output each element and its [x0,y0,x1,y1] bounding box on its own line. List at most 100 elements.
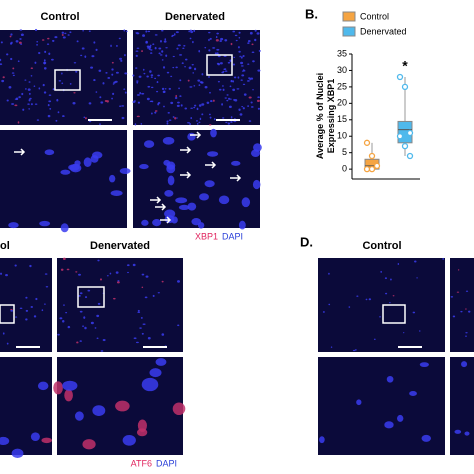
nucleus [385,292,388,295]
nucleus [11,41,13,44]
nucleus [29,97,32,100]
nucleus [238,108,241,111]
nucleus [97,302,101,305]
nucleus [161,59,164,61]
nucleus [97,259,100,262]
label: Control [40,11,79,23]
nucleus [216,32,220,35]
nucleus [230,80,233,83]
nucleus [29,264,32,268]
nucleus [226,99,229,102]
nucleus [172,66,175,69]
nucleus [204,46,207,49]
nucleus [220,37,224,41]
nucleus [409,390,417,396]
nucleus [44,50,47,54]
nucleus [194,104,197,107]
nucleus [25,296,28,299]
nucleus [238,31,241,34]
nucleus [78,273,81,276]
micrograph [318,258,445,352]
nucleus [226,94,229,96]
nucleus [44,303,46,305]
nucleus [38,87,41,90]
nucleus [172,55,175,58]
nucleus [0,272,3,275]
nucleus [209,116,212,119]
nucleus [27,103,30,105]
nucleus [221,103,224,106]
nucleus [150,100,153,102]
nucleus [256,32,260,35]
nucleus [218,88,222,91]
nucleus [82,439,96,450]
nucleus [227,97,231,100]
nucleus [158,47,162,50]
label: Control [362,240,401,252]
nucleus [124,72,128,75]
nucleus [99,96,102,99]
y-tick-label: 25 [337,81,347,91]
nucleus [397,262,400,265]
nucleus [0,41,3,44]
nucleus [99,123,101,126]
nucleus [88,102,92,105]
nucleus [319,436,325,444]
nucleus [166,122,169,125]
nucleus [175,66,178,69]
point [401,83,409,91]
nucleus [48,52,51,55]
nucleus [249,78,251,81]
nucleus [250,101,253,104]
nucleus [379,315,381,318]
nucleus [121,105,125,107]
nucleus [249,31,253,35]
nucleus [176,117,178,119]
nucleus [164,190,174,197]
nucleus [43,91,47,94]
nucleus [47,103,50,107]
nucleus [173,33,176,36]
nucleus [12,67,15,70]
nucleus [69,31,72,34]
nucleus [207,151,219,157]
point [363,165,371,173]
nucleus [132,74,135,77]
nucleus [136,428,148,437]
nucleus [247,105,249,108]
nucleus [182,47,185,50]
nucleus [154,111,157,114]
nucleus [204,180,215,188]
nucleus [152,219,162,227]
nucleus [167,112,170,114]
nucleus [171,34,175,37]
nucleus [161,87,165,91]
nucleus [250,77,254,80]
nucleus [177,44,181,47]
nucleus [95,48,98,51]
nucleus [216,48,220,51]
point [396,73,404,81]
nucleus [241,197,251,208]
nucleus [38,52,41,55]
nucleus [62,380,78,391]
inset-box [0,304,15,324]
nucleus [166,71,170,74]
nucleus [199,117,202,121]
nucleus [176,104,180,108]
nucleus [179,95,182,98]
nucleus [231,160,241,166]
nucleus [10,57,13,61]
nucleus [419,362,429,368]
nucleus [145,40,148,43]
nucleus [33,85,36,87]
nucleus [180,104,183,107]
nucleus [9,35,12,38]
nucleus [135,50,139,52]
nucleus [179,79,182,82]
nucleus [81,47,85,50]
nucleus [19,307,23,310]
nucleus [30,432,40,441]
nucleus [212,99,215,102]
